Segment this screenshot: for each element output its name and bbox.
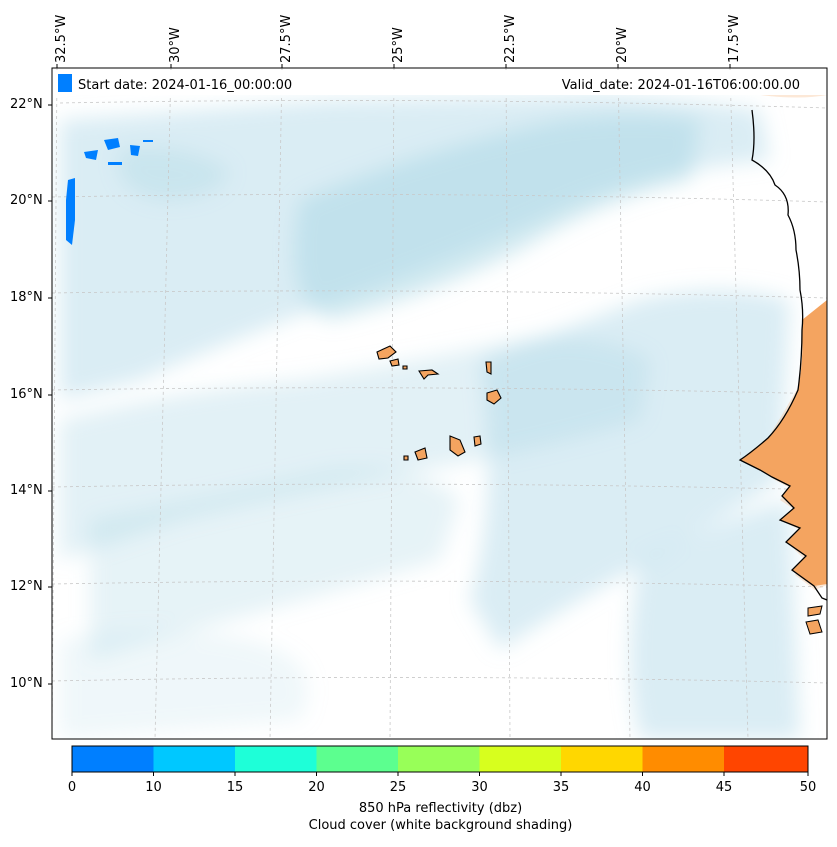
reflectivity-patch bbox=[104, 138, 120, 150]
start-date-label: Start date: 2024-01-16_00:00:00 bbox=[78, 78, 293, 93]
colorbar-tick: 10 bbox=[145, 780, 162, 795]
lat-label-14n: 14°N bbox=[10, 483, 43, 498]
map-frame bbox=[51, 67, 828, 740]
colorbar-tick: 0 bbox=[67, 780, 77, 795]
lat-line-14n bbox=[52, 483, 827, 491]
lon-line-17-5w bbox=[729, 68, 749, 739]
colorbar-tick: 35 bbox=[552, 780, 570, 795]
lon-line-32-5w bbox=[52, 68, 58, 739]
island-sao-nicolau bbox=[418, 369, 440, 380]
colorbar-tick: 50 bbox=[799, 780, 817, 795]
lat-line-16n bbox=[52, 387, 827, 395]
colorbar-bin-20-25 bbox=[316, 746, 398, 772]
reflectivity-patch bbox=[108, 162, 122, 165]
lon-label-32-5w: 32.5°W bbox=[54, 14, 69, 63]
colorbar-bin-25-30 bbox=[398, 746, 480, 772]
colorbar-bin-30-35 bbox=[479, 746, 561, 772]
island-sao-vicente bbox=[389, 358, 400, 367]
header-band bbox=[52, 70, 827, 95]
colorbar-tick: 45 bbox=[715, 780, 733, 795]
graticule bbox=[52, 68, 827, 739]
valid-date-label: Valid_date: 2024-01-16T06:00:00.00 bbox=[561, 78, 800, 93]
lat-label-22n: 22°N bbox=[10, 97, 43, 112]
map-area bbox=[52, 68, 827, 739]
colorbar-frame bbox=[71, 745, 809, 773]
lon-label-27-5w: 27.5°W bbox=[279, 14, 294, 63]
island-fogo bbox=[414, 447, 428, 461]
colorbar-bin-35-40 bbox=[561, 746, 643, 772]
island-brava bbox=[403, 455, 409, 461]
colorbar-tick: 20 bbox=[308, 780, 325, 795]
reflectivity-patch bbox=[58, 74, 72, 92]
lat-line-20n bbox=[52, 194, 827, 203]
cape-verde-islands bbox=[376, 345, 502, 461]
reflectivity-patch bbox=[143, 140, 153, 142]
lat-line-22n bbox=[59, 100, 827, 109]
lat-label-18n: 18°N bbox=[10, 290, 43, 305]
colorbar-bin-0-10 bbox=[72, 746, 154, 772]
colorbar bbox=[71, 745, 809, 776]
colorbar-label: 850 hPa reflectivity (dbz) bbox=[358, 801, 523, 816]
island-sal bbox=[485, 361, 492, 375]
lon-line-27-5w bbox=[269, 68, 283, 739]
lon-ticks bbox=[56, 64, 731, 68]
reflectivity-patch bbox=[66, 178, 75, 245]
colorbar-bin-10-15 bbox=[153, 746, 235, 772]
colorbar-tick: 40 bbox=[634, 780, 651, 795]
lat-line-18n bbox=[52, 290, 827, 299]
colorbar-bin-45-50 bbox=[724, 746, 808, 772]
lon-label-22-5w: 22.5°W bbox=[503, 14, 518, 63]
lon-label-30w: 30°W bbox=[168, 27, 183, 63]
island-santa-luzia bbox=[402, 365, 408, 370]
colorbar-sublabel: Cloud cover (white background shading) bbox=[308, 818, 573, 833]
lat-label-16n: 16°N bbox=[10, 387, 43, 402]
lat-ticks bbox=[48, 104, 52, 685]
lon-label-17-5w: 17.5°W bbox=[727, 14, 742, 63]
lat-label-12n: 12°N bbox=[10, 579, 43, 594]
island-santo-antao bbox=[376, 345, 397, 360]
island-boa-vista bbox=[486, 389, 502, 405]
lon-line-20w bbox=[617, 68, 631, 739]
colorbar-tick: 25 bbox=[389, 780, 407, 795]
lon-line-25w bbox=[389, 68, 395, 739]
lon-label-20w: 20°W bbox=[615, 27, 630, 63]
lon-line-30w bbox=[154, 68, 172, 739]
lat-label-10n: 10°N bbox=[10, 676, 43, 691]
africa-land bbox=[738, 95, 827, 739]
island-maio bbox=[473, 435, 482, 447]
island-santiago bbox=[449, 435, 466, 457]
reflectivity-patch bbox=[84, 150, 98, 160]
lon-label-25w: 25°W bbox=[391, 27, 406, 63]
lon-line-22-5w bbox=[505, 68, 511, 739]
colorbar-tick: 30 bbox=[471, 780, 488, 795]
lat-line-10n bbox=[52, 677, 827, 684]
colorbar-bin-40-45 bbox=[642, 746, 724, 772]
reflectivity-patch bbox=[130, 145, 140, 156]
lat-label-20n: 20°N bbox=[10, 193, 43, 208]
colorbar-tick: 15 bbox=[226, 780, 244, 795]
cloud-cover-shading bbox=[60, 95, 800, 739]
lat-line-12n bbox=[52, 580, 827, 588]
colorbar-bin-15-20 bbox=[235, 746, 317, 772]
